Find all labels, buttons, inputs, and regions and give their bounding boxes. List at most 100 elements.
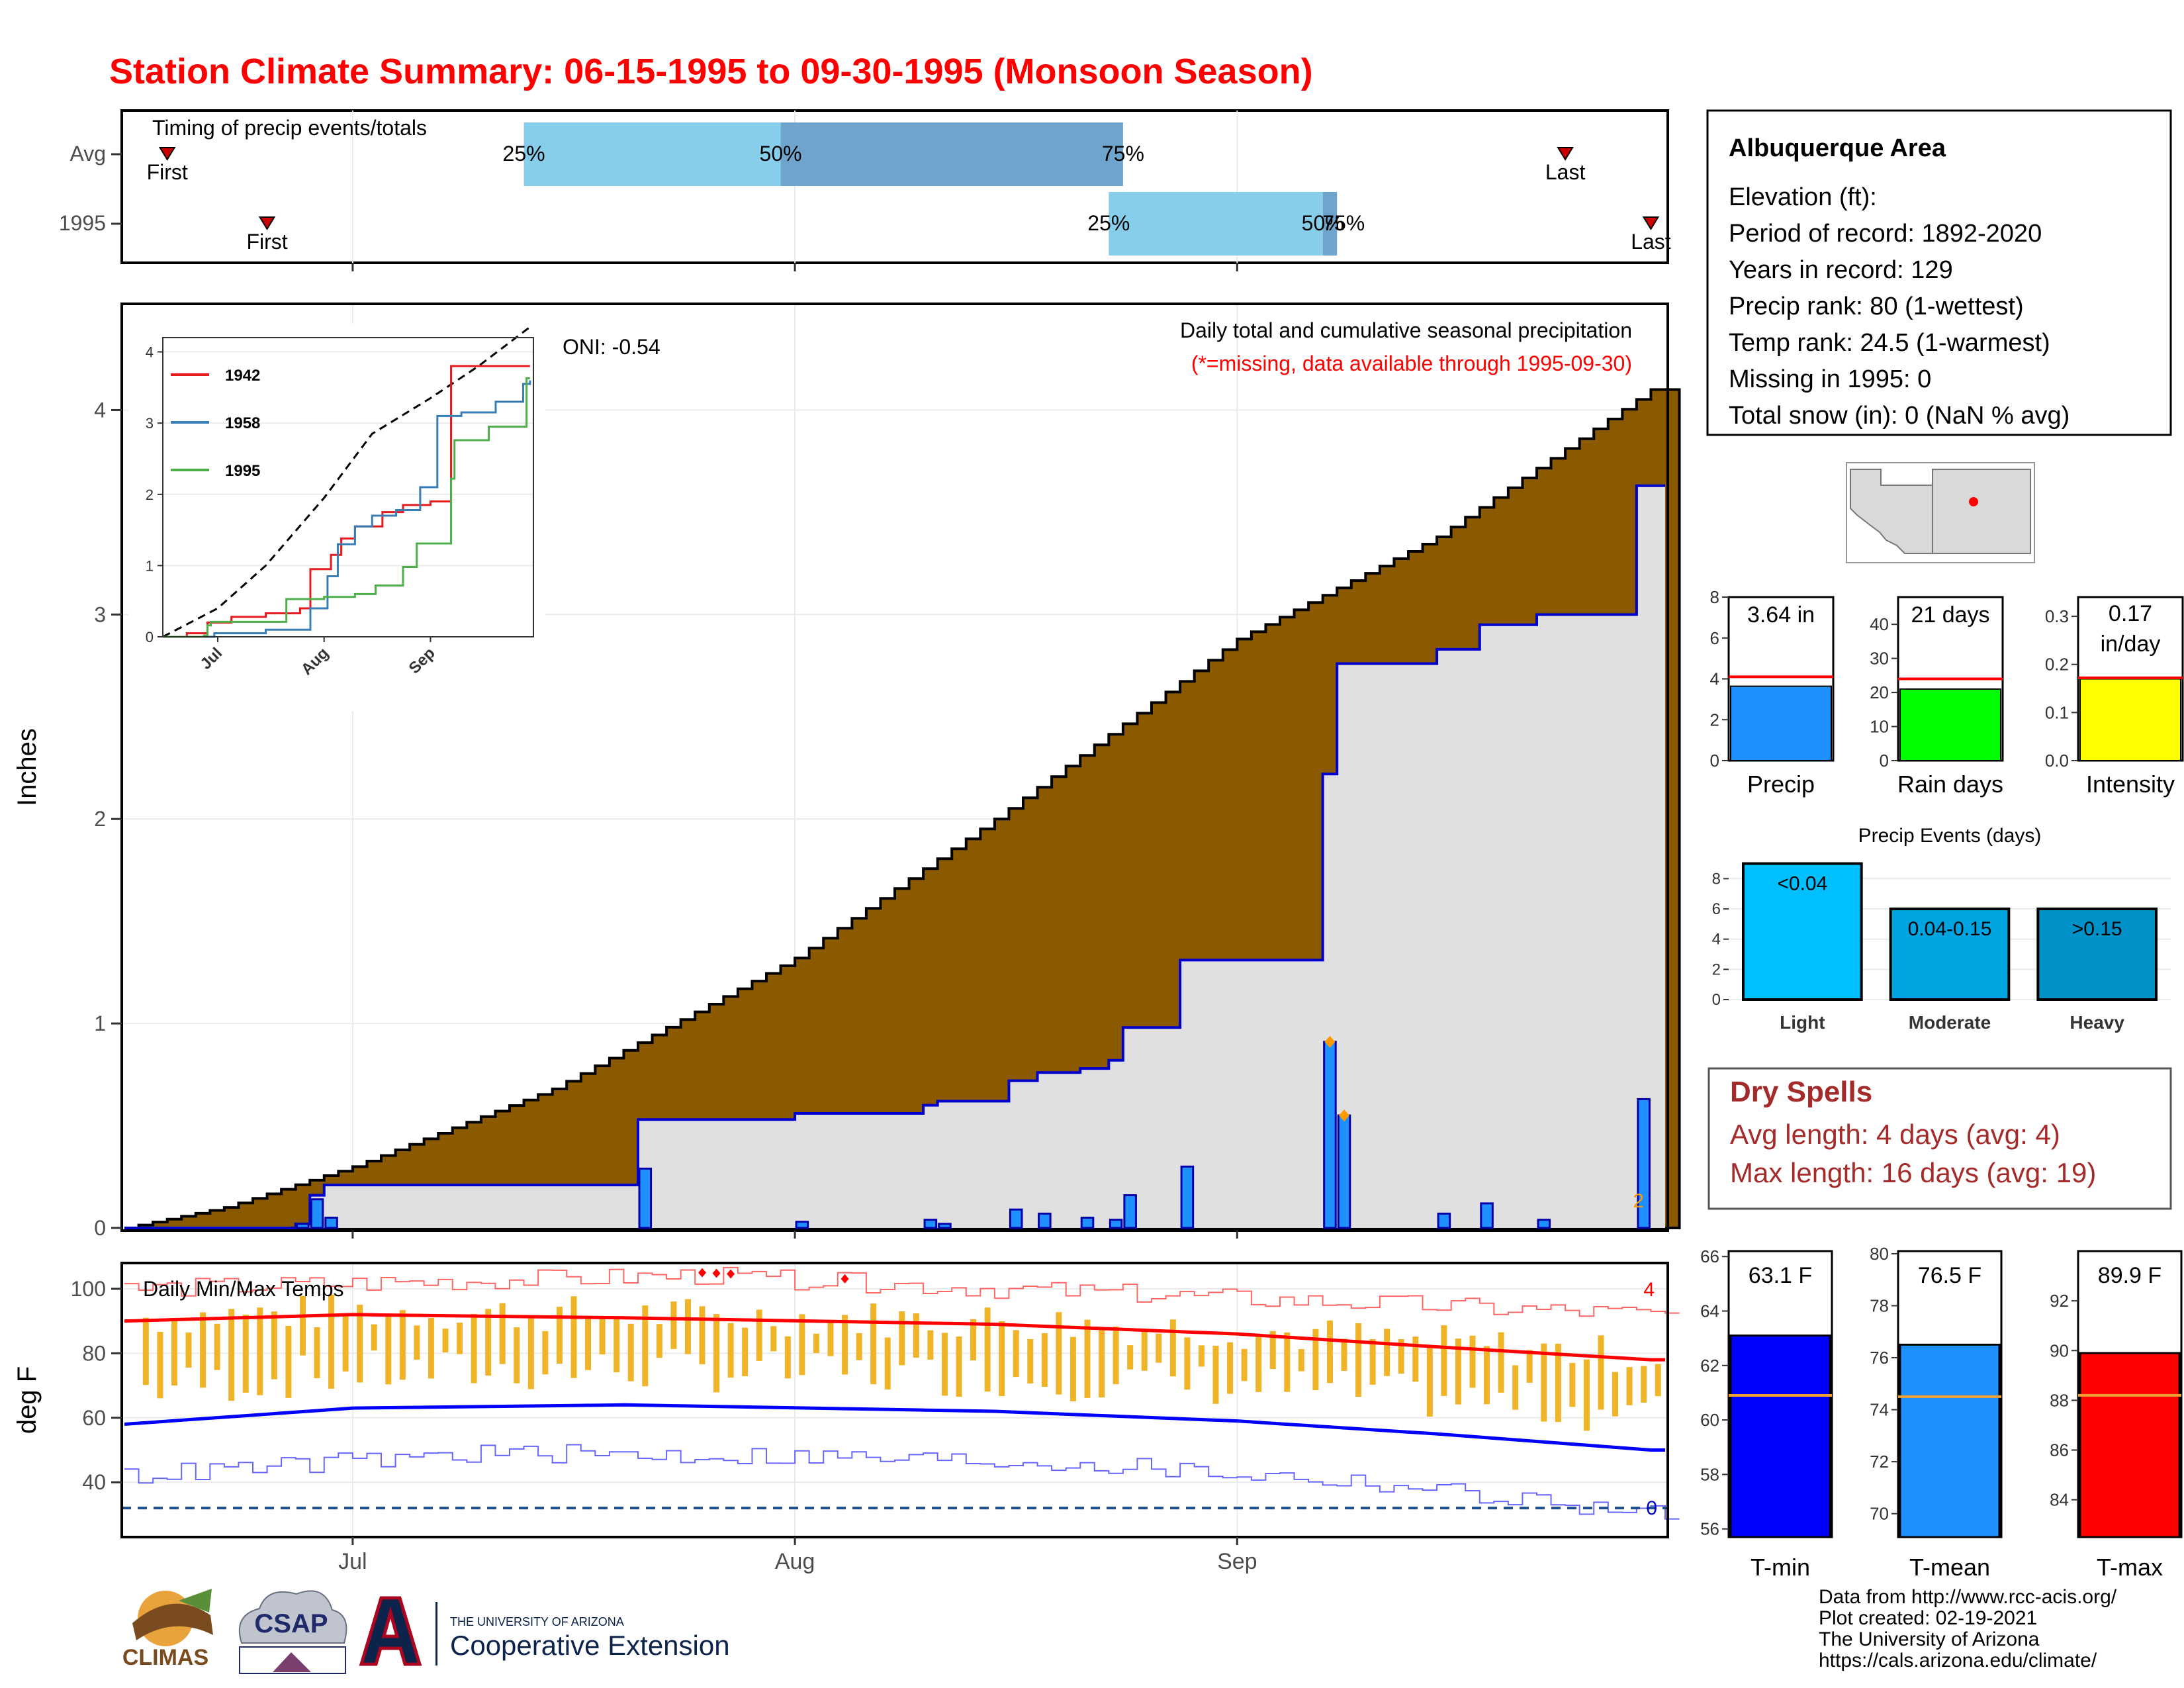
- summary-intensity-ytick-label-1: 0.1: [2045, 702, 2069, 722]
- summary-precip-ytick-label-3: 6: [1710, 628, 1719, 648]
- timing-row-0-first-label: First: [147, 160, 188, 184]
- daily-precip-bar-1995-08-16: [1009, 1208, 1023, 1229]
- timing-row-label-avg: Avg: [69, 142, 106, 165]
- summary-intensity-value-label-2: in/day: [2101, 632, 2161, 657]
- station-line-2: Years in record: 129: [1729, 256, 1953, 284]
- inset-frame: [162, 337, 534, 637]
- ua-logo-line1: THE UNIVERSITY OF ARIZONA: [450, 1615, 624, 1628]
- tbar-t-min-ytick-label-66: 66: [1700, 1246, 1719, 1266]
- csap-logo-text: CSAP: [254, 1609, 328, 1638]
- temp-summary-bars: 56 58 60 62 64 66 63.1 F T-min 70 72 74 76 78 80 76.5 …: [1700, 1244, 2183, 1581]
- summary-rain-days-ytick-label-0: 0: [1880, 751, 1889, 771]
- tbar-t-mean-name-label: T-mean: [1909, 1554, 1990, 1581]
- timing-row-1-first-label: First: [246, 230, 287, 254]
- summary-intensity-ytick-label-3: 0.3: [2045, 606, 2069, 626]
- summary-precip-ytick-label-2: 4: [1710, 669, 1719, 689]
- events-ytick-label-8: 8: [1712, 870, 1721, 888]
- events-ytick-label-0: 0: [1712, 991, 1721, 1009]
- record-high-marker-1995-08-04: [841, 1274, 849, 1284]
- inset-ytick-label-4: 4: [146, 344, 154, 361]
- summary-intensity-ytick-label-0: 0.0: [2045, 751, 2069, 771]
- station-line-0: Elevation (ft):: [1729, 183, 1877, 211]
- temp-marks: [122, 1266, 1680, 1520]
- x-axis-label-aug: Aug: [775, 1549, 815, 1574]
- station-info-box: Albuquerque Area Elevation (ft): Period o…: [1706, 109, 2172, 436]
- ua-logo-divider: [435, 1602, 437, 1665]
- tbar-t-mean-ytick-label-74: 74: [1870, 1400, 1889, 1420]
- credit-line-2: The University of Arizona: [1819, 1628, 2040, 1650]
- heavy-day-marker-1995-09-07: [1324, 1035, 1336, 1048]
- events-ytick-label-2: 2: [1712, 961, 1721, 978]
- tbar-t-max-value-label: 89.9 F: [2098, 1263, 2161, 1288]
- station-location-dot: [1969, 497, 1978, 506]
- events-moderate-bar: [1889, 908, 2011, 1001]
- precip-title-line2: (*=missing, data available through 1995-…: [1191, 352, 1632, 375]
- timing-row-1-last-marker: [1642, 216, 1660, 230]
- tbar-t-min-ytick-label-60: 60: [1700, 1410, 1719, 1430]
- timing-row-0-last-marker: [1557, 147, 1574, 161]
- daily-precip-bar-1995-06-28: [310, 1198, 324, 1229]
- record-high-marker-1995-07-27: [727, 1269, 735, 1279]
- summary-rain-days-ytick-label-4: 40: [1870, 614, 1889, 634]
- dry-spells-title: Dry Spells: [1730, 1076, 1872, 1108]
- events-heavy-name-label: Heavy: [2070, 1012, 2124, 1033]
- csap-logo: CSAP: [238, 1590, 347, 1674]
- timing-row-0-box-lower: [523, 122, 781, 186]
- location-map: [1846, 462, 2035, 563]
- precip-y-label: Inches: [13, 728, 42, 806]
- x-axis-label-sep: Sep: [1217, 1549, 1257, 1574]
- inset-line-1958: [163, 380, 531, 638]
- precip-ytick-label-2: 2: [94, 807, 106, 831]
- timing-row-0-p75-label: 75%: [1102, 142, 1144, 165]
- tbar-t-max-ytick-label-84: 84: [2050, 1490, 2069, 1510]
- temp-label: Daily Min/Max Temps: [143, 1277, 343, 1301]
- logos: CLIMAS CSAP THE UNIVERSITY OF ARIZONA Co…: [122, 1589, 730, 1674]
- dry-spells-box: Dry Spells Avg length: 4 days (avg: 4) M…: [1707, 1067, 2172, 1210]
- record-min-line: [124, 1444, 1680, 1520]
- inset-line-1995: [163, 377, 530, 638]
- tbar-t-mean-ytick-label-70: 70: [1870, 1504, 1889, 1524]
- summary-rain-days-name-label: Rain days: [1897, 771, 2003, 798]
- inset-legend-label-1942: 1942: [225, 367, 260, 385]
- tbar-t-mean-ytick-label-78: 78: [1870, 1295, 1889, 1315]
- daily-precip-bar-1995-08-23: [1109, 1219, 1123, 1229]
- events-heavy-bar: [2036, 908, 2158, 1001]
- tbar-t-max-bar: [2079, 1352, 2181, 1538]
- daily-precip-bar-1995-08-24: [1123, 1194, 1137, 1229]
- temp-ytick-label-60: 60: [82, 1406, 106, 1430]
- daily-precip-bar-1995-09-15: [1437, 1212, 1451, 1229]
- credit-line-3: https://cals.arizona.edu/climate/: [1819, 1650, 2097, 1671]
- daily-precip-bar-1995-06-27: [296, 1223, 310, 1229]
- timing-row-label-year: 1995: [59, 211, 106, 235]
- tbar-t-min-ytick-label-62: 62: [1700, 1356, 1719, 1376]
- inset-avg-line: [162, 326, 531, 638]
- station-line-6: Total snow (in): 0 (NaN % avg): [1729, 402, 2070, 430]
- timing-row-0-first-marker: [158, 147, 176, 161]
- record-max-line: [124, 1266, 1680, 1317]
- timing-row-1-p25-label: 25%: [1087, 211, 1130, 235]
- climas-logo-leaf: [179, 1589, 212, 1613]
- timing-row-1-p50-label: 50%: [1302, 211, 1344, 235]
- temp-ytick-label-80: 80: [82, 1341, 106, 1365]
- tbar-t-max-ytick-label-88: 88: [2050, 1390, 2069, 1410]
- daily-precip-bar-1995-06-29: [324, 1217, 338, 1229]
- summary-intensity-ytick-label-2: 0.2: [2045, 655, 2069, 675]
- cumulative-1995-line: [124, 484, 1665, 1229]
- cumulative-1995-area: [124, 485, 1665, 1228]
- record-high-marker-1995-07-25: [698, 1268, 706, 1278]
- summary-intensity-name-label: Intensity: [2086, 771, 2175, 798]
- tbar-t-mean-ytick-label-72: 72: [1870, 1452, 1889, 1472]
- tbar-t-mean-value-label: 76.5 F: [1918, 1263, 1981, 1288]
- temp-panel-frame: [120, 1262, 1669, 1538]
- tbar-t-mean-ytick-label-80: 80: [1870, 1244, 1889, 1264]
- summary-precip-value-label: 3.64 in: [1747, 602, 1815, 628]
- dry-spells-max-length: Max length: 16 days (avg: 19): [1730, 1157, 2096, 1188]
- temp-panel-bg: [122, 1263, 1668, 1537]
- timing-row-1-box-upper: [1322, 192, 1338, 256]
- daily-precip-bar-1995-08-28: [1180, 1165, 1195, 1229]
- timing-row-1-first-marker: [258, 216, 276, 230]
- credits: Data from http://www.rcc-acis.org/Plot c…: [1819, 1586, 2117, 1671]
